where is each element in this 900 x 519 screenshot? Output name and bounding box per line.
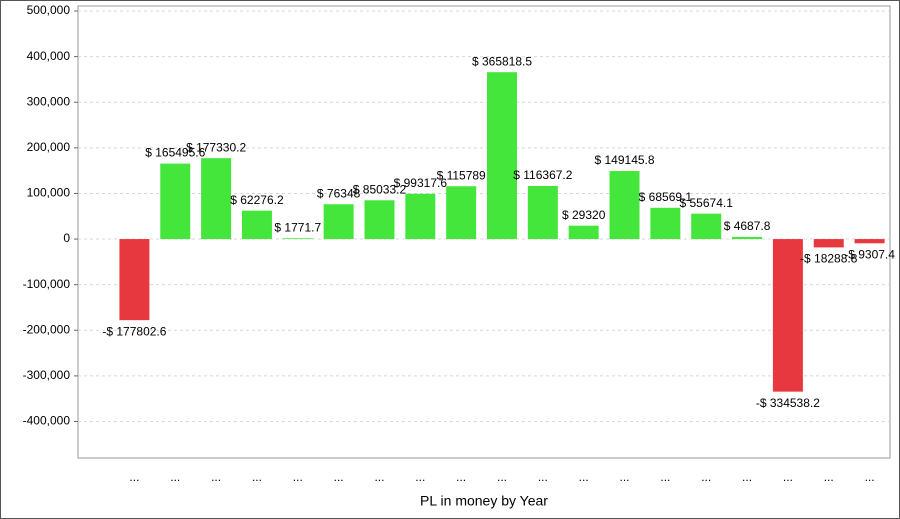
- x-tick-label: ...: [620, 470, 630, 484]
- bar: [241, 210, 272, 240]
- bar: [201, 158, 232, 240]
- x-tick-label: ...: [579, 470, 589, 484]
- x-tick-label: ...: [660, 470, 670, 484]
- bar: [487, 72, 517, 240]
- bar: [446, 186, 477, 240]
- y-tick-label: -400,000: [23, 414, 71, 428]
- bar: [609, 171, 640, 240]
- value-label: $ 99317.6: [394, 176, 448, 190]
- x-tick-label: ...: [293, 470, 303, 484]
- x-tick-label: ...: [824, 470, 834, 484]
- x-tick-label: ...: [374, 470, 384, 484]
- value-label: $ 149145.8: [594, 153, 654, 167]
- x-tick-label: ...: [456, 470, 466, 484]
- value-label: $ 165495.6: [145, 146, 205, 160]
- y-tick-label: 200,000: [27, 140, 71, 154]
- bar: [364, 200, 395, 240]
- bar: [568, 225, 599, 240]
- x-axis-label: PL in money by Year: [420, 493, 548, 509]
- x-tick-label: ...: [252, 470, 262, 484]
- value-label: $ 116367.2: [513, 168, 572, 182]
- value-label: $ 1771.7: [274, 220, 321, 234]
- value-label: $ 365818.5: [472, 54, 532, 68]
- value-label: $ 177330.2: [186, 140, 246, 154]
- bar: [813, 239, 844, 248]
- x-tick-label: ...: [129, 470, 139, 484]
- x-tick-label: ...: [170, 470, 180, 484]
- bar: [405, 193, 436, 240]
- value-label: $ 29320: [562, 208, 606, 222]
- x-tick-label: ...: [865, 470, 875, 484]
- y-tick-label: 400,000: [27, 49, 71, 63]
- value-label: -$ 334538.2: [756, 396, 820, 410]
- value-label: -$ 9307.4: [844, 247, 895, 261]
- value-label: $ 115789: [437, 168, 486, 182]
- value-label: -$ 18288.8: [800, 252, 858, 266]
- value-label: $ 4687.8: [724, 219, 771, 233]
- bar: [854, 239, 885, 244]
- value-label: $ 62276.2: [230, 193, 284, 207]
- bar: [772, 239, 803, 392]
- bar: [160, 163, 191, 240]
- value-label: -$ 177802.6: [102, 324, 166, 338]
- bar: [527, 185, 558, 240]
- value-label: $ 85033.2: [353, 182, 407, 196]
- x-tick-label: ...: [742, 470, 752, 484]
- y-tick-label: 100,000: [27, 186, 71, 200]
- bar: [732, 236, 763, 240]
- value-label: $ 55674.1: [680, 196, 734, 210]
- bar: [119, 239, 150, 321]
- x-tick-label: ...: [783, 470, 793, 484]
- y-tick-label: 500,000: [27, 3, 71, 17]
- y-tick-label: -300,000: [23, 368, 71, 382]
- bar: [650, 207, 681, 240]
- bar: [282, 238, 313, 240]
- x-tick-label: ...: [701, 470, 711, 484]
- bar: [691, 213, 722, 240]
- value-label: $ 68569.1: [639, 190, 693, 204]
- x-tick-label: ...: [538, 470, 548, 484]
- bar: [323, 204, 354, 240]
- value-label: $ 76348: [317, 186, 361, 200]
- y-tick-label: -100,000: [23, 277, 71, 291]
- y-tick-label: 300,000: [27, 94, 71, 108]
- x-tick-label: ...: [497, 470, 507, 484]
- x-tick-label: ...: [334, 470, 344, 484]
- x-tick-label: ...: [211, 470, 221, 484]
- y-tick-label: 0: [63, 231, 70, 245]
- x-tick-label: ...: [415, 470, 425, 484]
- y-tick-label: -200,000: [23, 322, 71, 336]
